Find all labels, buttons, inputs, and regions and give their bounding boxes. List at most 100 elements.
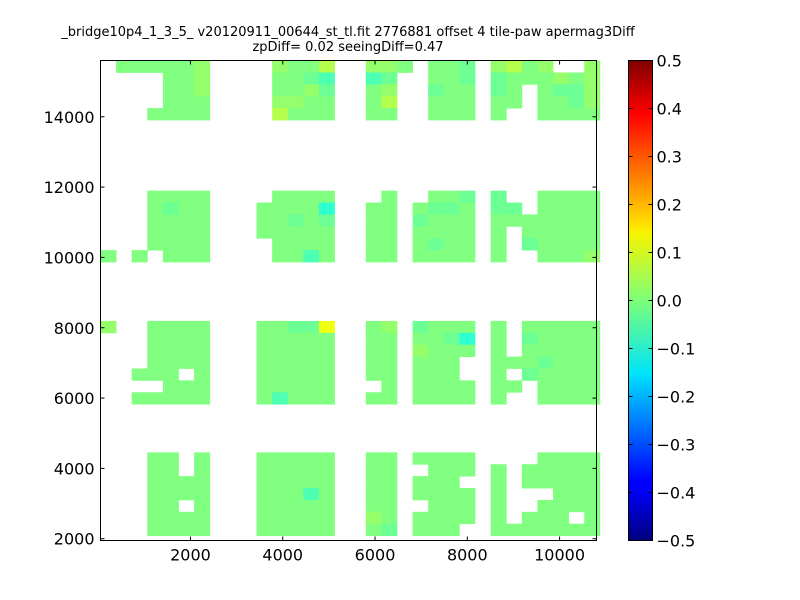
heatmap-cell xyxy=(272,214,289,227)
heatmap-cell xyxy=(178,238,195,251)
heatmap-cell xyxy=(428,238,445,251)
heatmap-cell xyxy=(568,238,585,251)
heatmap-cell xyxy=(490,368,507,381)
heatmap-cell xyxy=(303,84,320,97)
heatmap-cell xyxy=(256,476,273,489)
heatmap-cell xyxy=(459,488,476,501)
heatmap-cell xyxy=(131,250,148,263)
heatmap-cell xyxy=(272,476,289,489)
heatmap-cell xyxy=(443,476,460,489)
heatmap-cell xyxy=(553,84,570,97)
heatmap-cell xyxy=(318,368,335,381)
x-tick-label: 6000 xyxy=(355,546,396,565)
axes: 2000 4000 6000 8000 10000 2000 4000 6000 8000 100… xyxy=(44,60,597,565)
heatmap-cell xyxy=(459,60,476,73)
heatmap-cell xyxy=(428,392,445,405)
heatmap-cell xyxy=(303,72,320,85)
heatmap-cell xyxy=(443,238,460,251)
heatmap-cell xyxy=(147,238,164,251)
heatmap-cell xyxy=(553,96,570,109)
heatmap-cell xyxy=(131,392,148,405)
heatmap-cell xyxy=(147,344,164,357)
heatmap-cell xyxy=(287,320,304,334)
heatmap-cell xyxy=(553,464,570,477)
heatmap-cell xyxy=(272,332,289,346)
heatmap-cell xyxy=(365,202,382,215)
heatmap-cell xyxy=(584,108,601,121)
heatmap-cell xyxy=(365,368,382,381)
heatmap-cell xyxy=(381,320,398,334)
heatmap-cell xyxy=(584,190,601,203)
heatmap-cell xyxy=(178,190,195,203)
heatmap-cell xyxy=(365,60,382,73)
heatmap-cell xyxy=(178,476,195,489)
heatmap-cell xyxy=(521,344,538,357)
heatmap-cell xyxy=(428,452,445,465)
heatmap-cell xyxy=(272,368,289,381)
heatmap-cell xyxy=(584,452,601,465)
heatmap-cell xyxy=(162,96,179,109)
heatmap-cell xyxy=(381,226,398,239)
heatmap-cell xyxy=(147,476,164,489)
heatmap-cell xyxy=(178,511,195,525)
heatmap-cell xyxy=(381,60,398,73)
heatmap-cell xyxy=(459,464,476,477)
heatmap-cell xyxy=(272,60,289,73)
heatmap-cell xyxy=(272,202,289,215)
heatmap-cell xyxy=(428,499,445,513)
heatmap-cell xyxy=(194,464,211,477)
heatmap-cell xyxy=(256,226,273,239)
heatmap-cell xyxy=(287,499,304,513)
heatmap-cell xyxy=(272,392,289,405)
heatmap-cell xyxy=(428,108,445,121)
heatmap-cell xyxy=(194,344,211,357)
heatmap-cell xyxy=(287,476,304,489)
heatmap-cell xyxy=(568,344,585,357)
y-tick-label: 2000 xyxy=(54,530,95,549)
heatmap-cell xyxy=(162,108,179,121)
heatmap-cell xyxy=(131,60,148,73)
heatmap-cell xyxy=(162,392,179,405)
heatmap-cell xyxy=(162,190,179,203)
heatmap-cell xyxy=(318,392,335,405)
heatmap-cell xyxy=(443,214,460,227)
heatmap-cell xyxy=(256,452,273,465)
heatmap-cell xyxy=(147,332,164,346)
heatmap-cell xyxy=(178,356,195,369)
heatmap-cell xyxy=(162,511,179,525)
heatmap-cell xyxy=(568,392,585,405)
heatmap-cell xyxy=(553,226,570,239)
heatmap-cell xyxy=(303,392,320,405)
heatmap-cell xyxy=(381,488,398,501)
heatmap-cell xyxy=(178,250,195,263)
heatmap-cell xyxy=(194,202,211,215)
heatmap-cell xyxy=(162,202,179,215)
heatmap-cell xyxy=(287,214,304,227)
heatmap-cell xyxy=(318,250,335,263)
heatmap-cell xyxy=(584,96,601,109)
heatmap-cell xyxy=(490,356,507,369)
colorbar-tick-label: −0.3 xyxy=(657,436,696,455)
heatmap-cell xyxy=(162,320,179,334)
heatmap-cell xyxy=(584,392,601,405)
heatmap-cell xyxy=(162,226,179,239)
heatmap-cell xyxy=(537,356,554,369)
heatmap-cell xyxy=(303,356,320,369)
heatmap-cell xyxy=(365,499,382,513)
heatmap-cell xyxy=(428,368,445,381)
heatmap-cell xyxy=(365,72,382,85)
heatmap-cell xyxy=(490,488,507,501)
heatmap-cell xyxy=(443,84,460,97)
heatmap-cell xyxy=(537,84,554,97)
heatmap-cell xyxy=(194,356,211,369)
heatmap-cell xyxy=(443,108,460,121)
heatmap-cell xyxy=(178,72,195,85)
heatmap-cell xyxy=(412,356,429,369)
heatmap-cell xyxy=(553,452,570,465)
heatmap-cell xyxy=(584,60,601,73)
heatmap-cell xyxy=(506,356,523,369)
heatmap-cell xyxy=(194,523,211,536)
heatmap-cell xyxy=(178,60,195,73)
heatmap-cell xyxy=(162,499,179,513)
